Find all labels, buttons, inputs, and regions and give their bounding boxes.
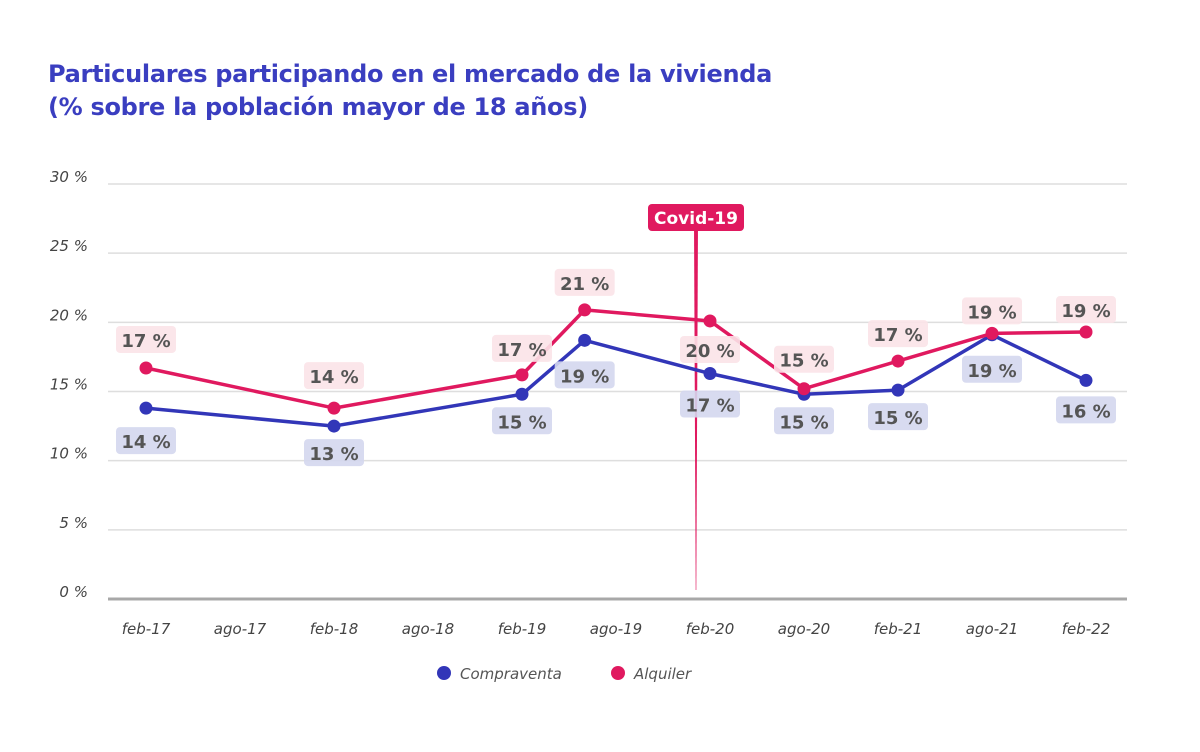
data-label-box — [304, 439, 364, 467]
x-tick-label: ago-21 — [966, 620, 1018, 638]
data-label-box — [962, 297, 1022, 325]
data-label-alquiler: 15 % — [779, 351, 828, 372]
data-point-compraventa — [1079, 373, 1093, 387]
data-point-alquiler — [703, 314, 717, 328]
data-label-box — [1056, 296, 1116, 324]
data-point-alquiler — [578, 303, 592, 317]
data-label-box — [1056, 396, 1116, 424]
data-point-alquiler — [1079, 325, 1093, 339]
data-point-alquiler — [139, 361, 153, 375]
data-label-box — [304, 362, 364, 390]
data-label-box — [680, 390, 740, 418]
data-point-compraventa — [515, 387, 529, 401]
x-tick-label: feb-19 — [498, 620, 547, 638]
data-label-alquiler: 19 % — [967, 302, 1016, 323]
x-tick-label: feb-17 — [122, 620, 171, 638]
data-label-compraventa: 15 % — [779, 412, 828, 433]
data-label-box — [492, 407, 552, 435]
y-tick-label: 15 % — [50, 376, 88, 394]
data-label-compraventa: 17 % — [685, 396, 734, 417]
data-label-compraventa: 13 % — [309, 444, 358, 465]
data-label-alquiler: 17 % — [873, 325, 922, 346]
data-label-alquiler: 17 % — [497, 340, 546, 361]
chart-title: Particulares participando en el mercado … — [48, 58, 772, 124]
data-label-box — [962, 355, 1022, 383]
legend-label-alquiler: Alquiler — [633, 665, 692, 683]
data-point-alquiler — [797, 382, 811, 396]
y-tick-label: 25 % — [50, 237, 88, 255]
data-label-compraventa: 19 % — [967, 361, 1016, 382]
data-label-alquiler: 20 % — [685, 341, 734, 362]
data-label-compraventa: 15 % — [873, 408, 922, 429]
data-label-box — [554, 268, 615, 296]
data-point-alquiler — [515, 368, 529, 382]
data-point-alquiler — [327, 401, 341, 415]
x-tick-label: feb-20 — [686, 620, 735, 638]
y-tick-label: 20 % — [50, 306, 88, 324]
x-tick-label: ago-20 — [778, 620, 830, 638]
x-tick-label: ago-17 — [214, 620, 267, 638]
data-label-box — [116, 325, 176, 353]
data-point-compraventa — [139, 401, 153, 415]
subtitle-line: (% sobre la población mayor de 18 años) — [48, 93, 588, 121]
y-tick-label: 10 % — [50, 445, 88, 463]
data-label-compraventa: 15 % — [497, 412, 546, 433]
data-label-alquiler: 19 % — [1061, 301, 1110, 322]
data-label-compraventa: 19 % — [560, 366, 609, 387]
data-point-compraventa — [327, 419, 341, 433]
y-tick-label: 5 % — [59, 514, 88, 532]
data-label-box — [774, 407, 834, 435]
y-tick-label: 0 % — [59, 583, 88, 601]
data-label-box — [554, 361, 615, 389]
legend-marker-compraventa — [437, 666, 451, 680]
x-tick-label: feb-18 — [310, 620, 359, 638]
data-point-alquiler — [891, 354, 905, 368]
data-point-compraventa — [578, 333, 592, 347]
data-label-alquiler: 21 % — [560, 274, 609, 295]
data-label-compraventa: 16 % — [1061, 401, 1110, 422]
x-tick-label: ago-18 — [402, 620, 454, 638]
series-line-alquiler — [145, 308, 1087, 410]
data-point-compraventa — [703, 367, 717, 381]
data-point-compraventa — [891, 383, 905, 397]
data-label-alquiler: 17 % — [121, 331, 170, 352]
y-tick-label: 30 % — [50, 168, 88, 186]
legend-label-compraventa: Compraventa — [460, 665, 562, 683]
data-label-box — [492, 334, 552, 362]
covid-label-box — [648, 204, 744, 231]
covid-label: Covid-19 — [654, 209, 738, 229]
data-label-compraventa: 14 % — [121, 432, 170, 453]
title-line: Particulares participando en el mercado … — [48, 60, 773, 88]
data-label-box — [868, 403, 928, 431]
x-tick-label: feb-21 — [874, 620, 923, 638]
x-tick-label: feb-22 — [1062, 620, 1111, 638]
data-label-box — [774, 345, 834, 373]
x-tick-label: ago-19 — [590, 620, 642, 638]
data-point-alquiler — [985, 326, 999, 340]
data-label-box — [868, 320, 928, 348]
data-label-alquiler: 14 % — [309, 367, 358, 388]
legend-marker-alquiler — [611, 666, 625, 680]
data-label-box — [680, 335, 740, 363]
data-label-box — [116, 427, 176, 455]
